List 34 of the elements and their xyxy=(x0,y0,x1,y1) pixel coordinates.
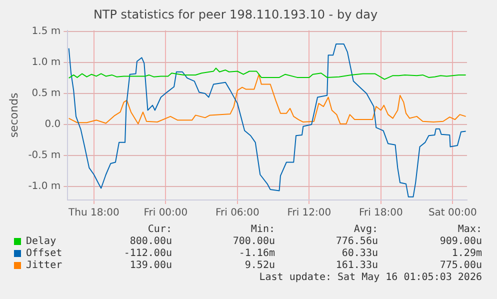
text: 775.00u xyxy=(440,260,482,272)
text: Max: xyxy=(458,224,482,236)
text: 9.52u xyxy=(244,260,275,272)
text: Min: xyxy=(250,224,275,236)
text: 700.00u xyxy=(232,236,275,248)
x-tick-label: Fri 06:00 xyxy=(215,208,260,219)
y-tick-label: 0.0 xyxy=(44,119,61,130)
legend-label: Delay xyxy=(26,236,56,248)
chart-title: NTP statistics for peer 198.110.193.10 - by day xyxy=(93,7,378,22)
text: 139.00u xyxy=(130,260,172,272)
legend-label: Offset xyxy=(26,248,62,260)
text: Last update: Sat May 16 01:05:03 2026 xyxy=(259,272,482,284)
text: Avg: xyxy=(354,224,378,236)
y-axis-title: seconds xyxy=(7,92,20,138)
x-tick-label: Fri 00:00 xyxy=(144,208,188,219)
y-tick-label: 0.5 m xyxy=(32,88,61,100)
text: -1.16m xyxy=(238,248,275,260)
text: 800.00u xyxy=(130,236,172,248)
text: 776.56u xyxy=(336,236,378,248)
legend-label: Jitter xyxy=(26,260,62,272)
x-tick-label: Fri 18:00 xyxy=(358,208,403,219)
x-tick-label: Thu 18:00 xyxy=(68,208,120,219)
text: 909.00u xyxy=(440,236,482,248)
x-tick-label: Sat 00:00 xyxy=(428,208,477,219)
text: -112.00u xyxy=(124,248,172,260)
y-tick-label: -0.5 m xyxy=(28,150,61,162)
y-tick-label: 1.0 m xyxy=(32,57,61,68)
text: 161.33u xyxy=(336,260,378,272)
text: 1.29m xyxy=(452,248,482,260)
text: Cur: xyxy=(148,224,172,236)
text: 60.33u xyxy=(342,248,378,260)
x-tick-label: Fri 12:00 xyxy=(287,208,332,219)
y-tick-label: -1.0 m xyxy=(28,180,61,192)
y-tick-label: 1.5 m xyxy=(32,26,61,38)
